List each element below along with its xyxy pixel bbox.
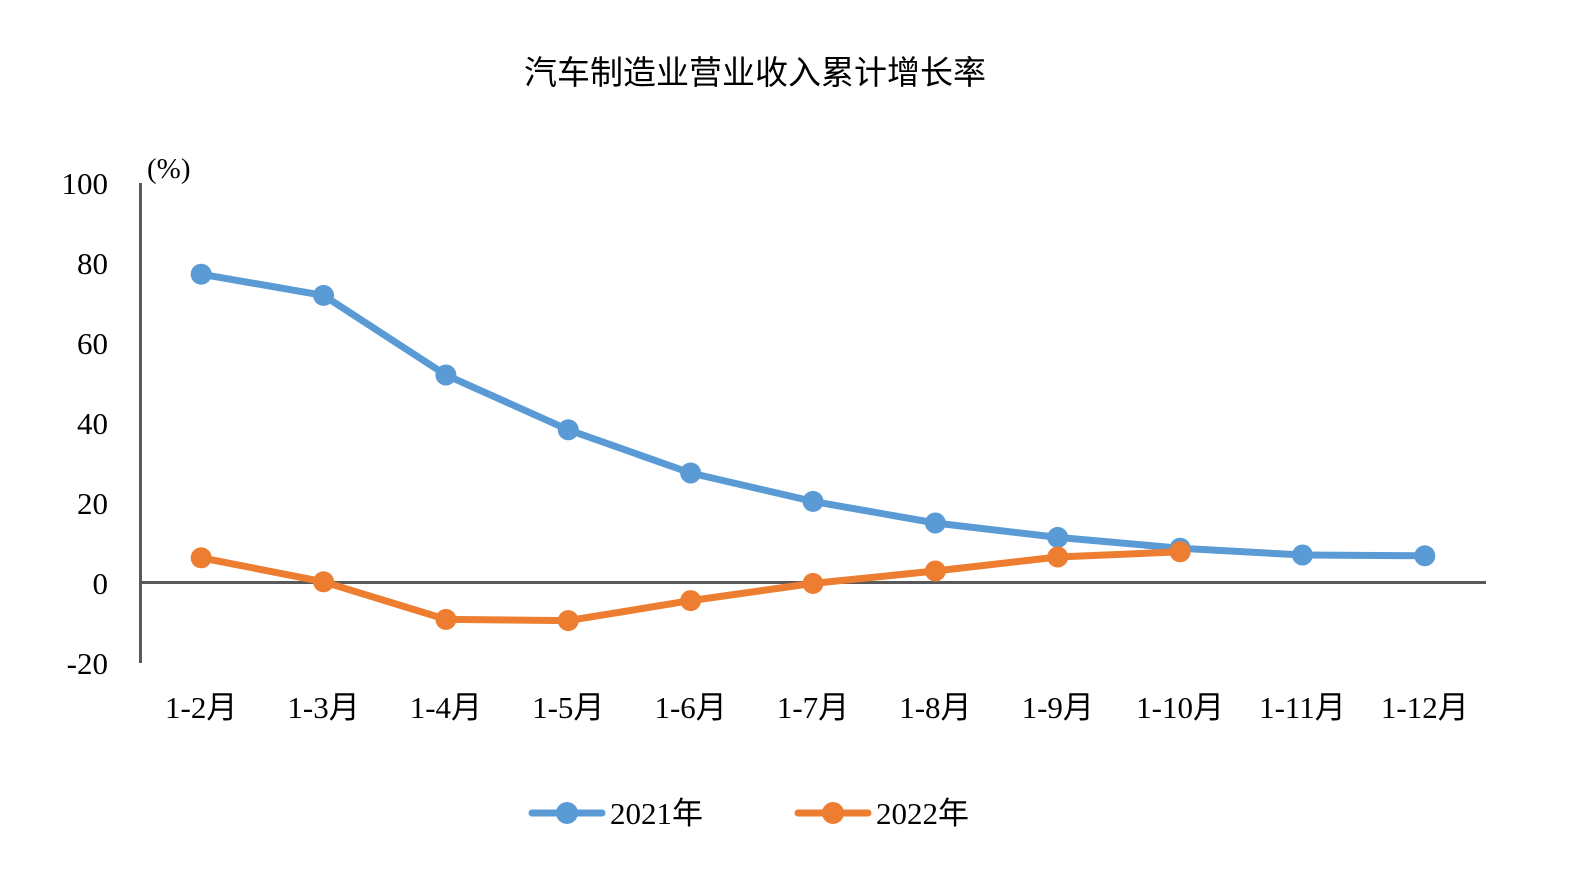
x-tick-label: 1-3月 [287,690,359,725]
x-tick-label: 1-11月 [1259,690,1346,725]
data-point-marker [680,590,702,612]
data-point-marker [1047,526,1069,548]
x-tick-label: 1-8月 [899,690,971,725]
legend-marker-dot [556,802,578,824]
data-point-marker [557,419,579,441]
legend-item: 2022年 [794,796,969,831]
chart-title: 汽车制造业营业收入累计增长率 [524,55,986,92]
y-tick-label: -20 [67,646,108,681]
data-point-marker [802,572,824,594]
y-tick-label: 0 [93,566,109,601]
y-tick-label: 20 [77,486,108,521]
y-axis-tick-labels: 100 80 60 40 20 0 -20 [62,166,109,681]
series-line [197,270,1429,560]
x-tick-label: 1-12月 [1381,690,1469,725]
data-point-marker [435,364,457,386]
data-series-layer [190,263,1436,632]
legend-label: 2022年 [876,796,969,831]
y-tick-label: 100 [62,166,109,201]
x-tick-label: 1-10月 [1136,690,1224,725]
y-axis-unit-label: (%) [147,153,190,185]
data-point-marker [680,462,702,484]
y-tick-label: 40 [77,406,108,441]
y-tick-label: 60 [77,326,108,361]
data-point-marker [190,263,212,285]
data-point-marker [1169,541,1191,563]
chart-legend: 2021年 2022年 [528,796,969,831]
data-point-marker [924,560,946,582]
data-point-marker [190,547,212,569]
x-tick-label: 1-7月 [777,690,849,725]
data-point-marker [435,608,457,630]
x-tick-label: 1-2月 [165,690,237,725]
y-tick-label: 80 [77,246,108,281]
chart-text-layer: 汽车制造业营业收入累计增长率 (%) [147,55,986,185]
legend-label: 2021年 [610,796,703,831]
legend-marker-dot [822,802,844,824]
data-point-marker [1414,545,1436,567]
data-point-marker [802,490,824,512]
x-tick-label: 1-6月 [654,690,726,725]
x-tick-label: 1-5月 [532,690,604,725]
data-point-marker [924,512,946,534]
legend-item: 2021年 [528,796,703,831]
data-point-marker [313,571,335,593]
x-axis-category-labels: 1-2月 1-3月 1-4月 1-5月 1-6月 1-7月 1-8月 1-9月 1-10月 1-1… [165,690,1469,725]
x-tick-label: 1-9月 [1022,690,1094,725]
data-point-marker [313,284,335,306]
data-point-marker [1291,544,1313,566]
data-point-marker [1047,546,1069,568]
x-tick-label: 1-4月 [410,690,482,725]
data-point-marker [557,610,579,632]
